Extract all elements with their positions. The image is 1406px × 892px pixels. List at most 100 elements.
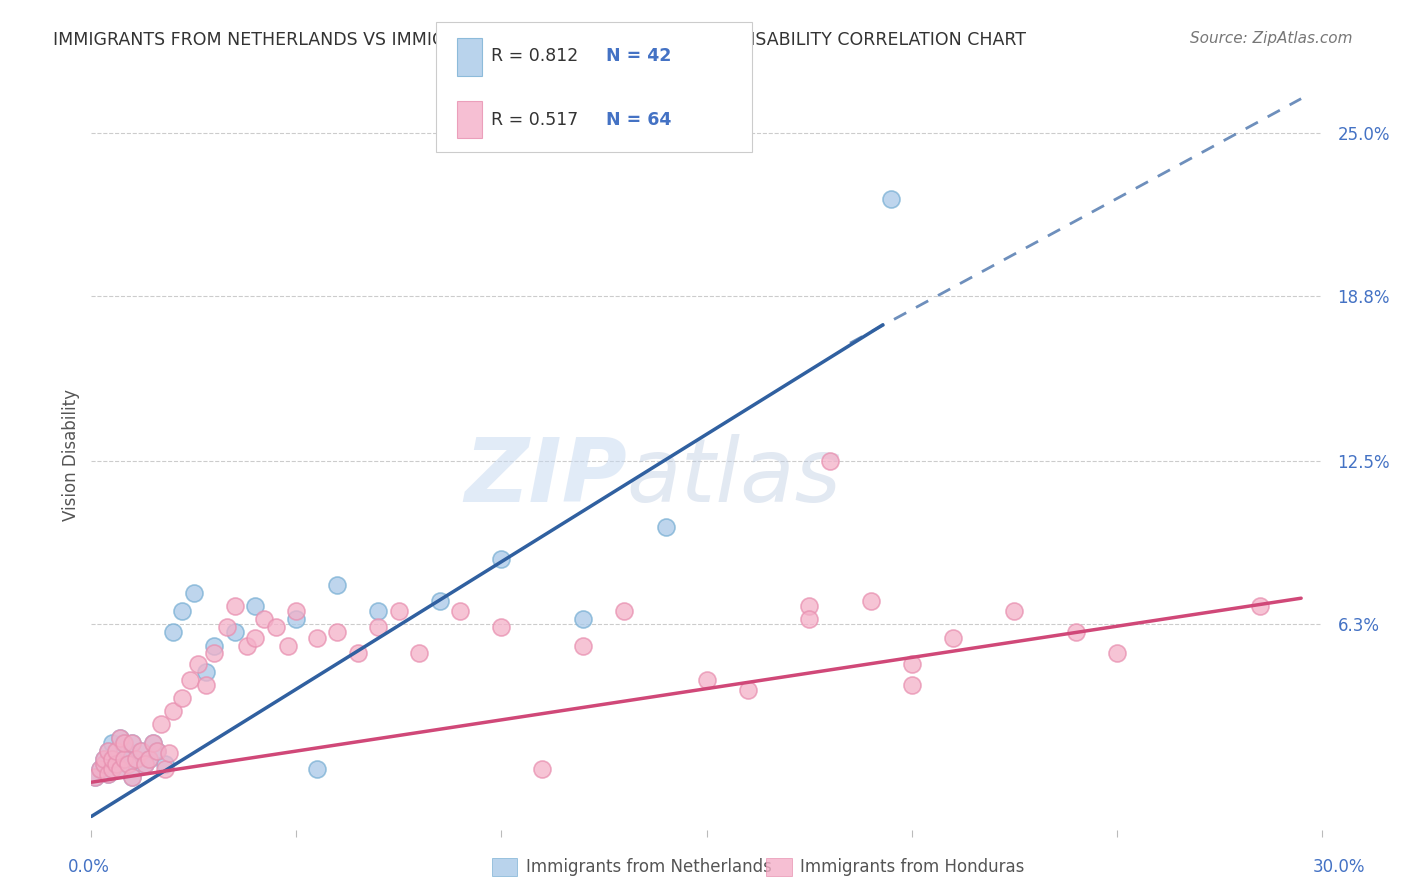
- Point: [367, 620, 389, 634]
- Point: [654, 520, 676, 534]
- Point: [224, 599, 246, 613]
- Text: IMMIGRANTS FROM NETHERLANDS VS IMMIGRANTS FROM HONDURAS VISION DISABILITY CORREL: IMMIGRANTS FROM NETHERLANDS VS IMMIGRANT…: [53, 31, 1026, 49]
- Point: [388, 604, 411, 618]
- Y-axis label: Vision Disability: Vision Disability: [62, 389, 80, 521]
- Point: [105, 756, 127, 771]
- Point: [491, 551, 513, 566]
- Point: [93, 751, 115, 765]
- Point: [1064, 625, 1087, 640]
- Point: [880, 192, 903, 206]
- Point: [89, 762, 111, 776]
- Text: Source: ZipAtlas.com: Source: ZipAtlas.com: [1189, 31, 1353, 46]
- Point: [117, 756, 139, 771]
- Point: [129, 744, 152, 758]
- Point: [101, 762, 124, 776]
- Point: [224, 625, 246, 640]
- Point: [449, 604, 471, 618]
- Point: [818, 454, 841, 468]
- Point: [146, 744, 169, 758]
- Point: [695, 673, 717, 687]
- Text: R = 0.812: R = 0.812: [491, 47, 578, 65]
- Point: [105, 756, 127, 771]
- Point: [408, 647, 430, 661]
- Point: [134, 756, 156, 771]
- Point: [797, 612, 820, 626]
- Point: [101, 751, 124, 765]
- Point: [179, 673, 201, 687]
- Point: [112, 736, 135, 750]
- Point: [108, 762, 131, 776]
- Point: [942, 631, 965, 645]
- Point: [162, 704, 184, 718]
- Point: [1002, 604, 1025, 618]
- Point: [138, 751, 160, 765]
- Point: [142, 736, 165, 750]
- Point: [129, 744, 152, 758]
- Point: [108, 731, 131, 745]
- Point: [859, 594, 882, 608]
- Point: [121, 736, 143, 750]
- Point: [170, 691, 193, 706]
- Point: [134, 756, 156, 771]
- Point: [491, 620, 513, 634]
- Point: [162, 625, 184, 640]
- Point: [572, 612, 595, 626]
- Point: [737, 683, 759, 698]
- Point: [101, 762, 124, 776]
- Point: [138, 751, 160, 765]
- Point: [195, 665, 218, 679]
- Point: [121, 770, 143, 784]
- Point: [105, 744, 127, 758]
- Point: [326, 625, 349, 640]
- Point: [429, 594, 451, 608]
- Point: [531, 762, 554, 776]
- Point: [1249, 599, 1271, 613]
- Point: [613, 604, 636, 618]
- Point: [326, 578, 349, 592]
- Text: Immigrants from Netherlands: Immigrants from Netherlands: [526, 858, 772, 876]
- Point: [900, 657, 922, 671]
- Point: [170, 604, 193, 618]
- Text: atlas: atlas: [627, 434, 841, 520]
- Point: [202, 647, 225, 661]
- Point: [150, 717, 173, 731]
- Point: [285, 604, 308, 618]
- Point: [572, 639, 595, 653]
- Point: [236, 639, 259, 653]
- Point: [89, 762, 111, 776]
- Point: [195, 678, 218, 692]
- Point: [125, 751, 148, 765]
- Point: [142, 736, 165, 750]
- Point: [112, 751, 135, 765]
- Text: Immigrants from Honduras: Immigrants from Honduras: [800, 858, 1025, 876]
- Point: [112, 736, 135, 750]
- Point: [93, 756, 115, 771]
- Text: ZIP: ZIP: [464, 434, 627, 521]
- Point: [97, 767, 120, 781]
- Point: [97, 744, 120, 758]
- Point: [797, 599, 820, 613]
- Point: [245, 599, 267, 613]
- Point: [93, 751, 115, 765]
- Point: [253, 612, 276, 626]
- Point: [153, 756, 177, 771]
- Point: [1105, 647, 1128, 661]
- Point: [84, 770, 107, 784]
- Point: [157, 747, 180, 761]
- Text: N = 64: N = 64: [606, 111, 671, 128]
- Text: 30.0%: 30.0%: [1312, 858, 1365, 876]
- Point: [105, 744, 127, 758]
- Point: [108, 762, 131, 776]
- Point: [277, 639, 299, 653]
- Point: [215, 620, 238, 634]
- Point: [108, 731, 131, 745]
- Point: [84, 770, 107, 784]
- Point: [101, 736, 124, 750]
- Point: [121, 736, 143, 750]
- Point: [183, 586, 205, 600]
- Point: [117, 744, 139, 758]
- Point: [117, 756, 139, 771]
- Point: [367, 604, 389, 618]
- Point: [153, 762, 177, 776]
- Point: [112, 751, 135, 765]
